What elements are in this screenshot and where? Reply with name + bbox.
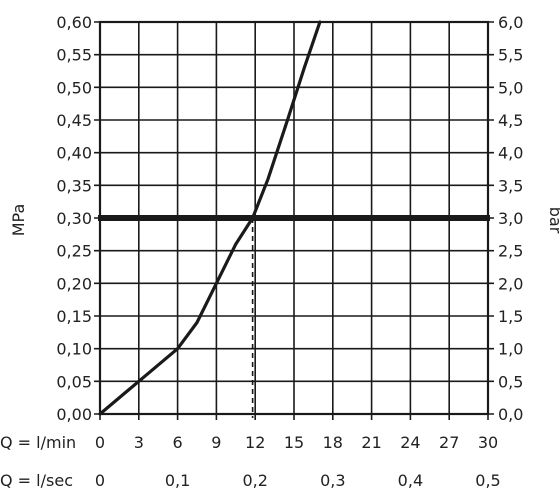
y-tick-label-left: 0,55 xyxy=(56,46,92,65)
x-tick-label-lmin: 30 xyxy=(478,433,498,452)
x-tick-label-lsec: 0,3 xyxy=(320,471,345,490)
x-tick-label-lmin: 15 xyxy=(284,433,304,452)
y-tick-label-right: 5,0 xyxy=(498,78,523,97)
left-axis-title: MPa xyxy=(9,204,28,237)
y-tick-label-left: 0,00 xyxy=(56,405,92,424)
y-tick-label-right: 1,5 xyxy=(498,307,523,326)
x-tick-label-lsec: 0,5 xyxy=(475,471,500,490)
y-tick-label-left: 0,05 xyxy=(56,372,92,391)
y-tick-label-right: 2,0 xyxy=(498,274,523,293)
chart-labels: 0,00 0,00,05 0,50,10 1,00,15 1,50,20 2,00,25 2… xyxy=(0,13,523,490)
right-axis-title: bar xyxy=(546,207,560,234)
y-tick-label-left: 0,45 xyxy=(56,111,92,130)
x-tick-label-lsec: 0,1 xyxy=(165,471,190,490)
y-tick-label-right: 3,0 xyxy=(498,209,523,228)
x-axis-label-lmin: Q = l/min xyxy=(0,433,76,452)
y-tick-label-left: 0,15 xyxy=(56,307,92,326)
y-tick-label-left: 0,60 xyxy=(56,13,92,32)
x-tick-label-lmin: 18 xyxy=(323,433,343,452)
y-tick-label-right: 1,0 xyxy=(498,340,523,359)
x-tick-label-lmin: 21 xyxy=(361,433,381,452)
flow-curve xyxy=(98,20,322,416)
y-tick-label-right: 3,5 xyxy=(498,176,523,195)
y-tick-label-right: 4,0 xyxy=(498,144,523,163)
y-tick-label-left: 0,30 xyxy=(56,209,92,228)
x-axis-label-lsec: Q = l/sec xyxy=(0,471,73,490)
y-tick-label-left: 0,35 xyxy=(56,176,92,195)
x-tick-label-lmin: 3 xyxy=(134,433,144,452)
y-tick-label-left: 0,50 xyxy=(56,78,92,97)
x-tick-label-lmin: 6 xyxy=(173,433,183,452)
x-tick-label-lmin: 12 xyxy=(245,433,265,452)
x-tick-label-lsec: 0,4 xyxy=(398,471,423,490)
x-tick-label-lmin: 0 xyxy=(95,433,105,452)
y-tick-label-right: 4,5 xyxy=(498,111,523,130)
y-tick-label-right: 0,0 xyxy=(498,405,523,424)
y-tick-label-left: 0,40 xyxy=(56,144,92,163)
y-tick-label-right: 6,0 xyxy=(498,13,523,32)
y-tick-label-right: 5,5 xyxy=(498,46,523,65)
x-tick-label-lsec: 0,2 xyxy=(242,471,267,490)
chart-lines xyxy=(98,20,490,418)
y-tick-label-left: 0,20 xyxy=(56,274,92,293)
y-tick-label-right: 2,5 xyxy=(498,242,523,261)
y-tick-label-left: 0,25 xyxy=(56,242,92,261)
x-tick-label-lmin: 9 xyxy=(211,433,221,452)
x-tick-label-lsec: 0 xyxy=(95,471,105,490)
y-tick-label-right: 0,5 xyxy=(498,372,523,391)
y-tick-label-left: 0,10 xyxy=(56,340,92,359)
x-tick-label-lmin: 27 xyxy=(439,433,459,452)
x-tick-label-lmin: 24 xyxy=(400,433,420,452)
